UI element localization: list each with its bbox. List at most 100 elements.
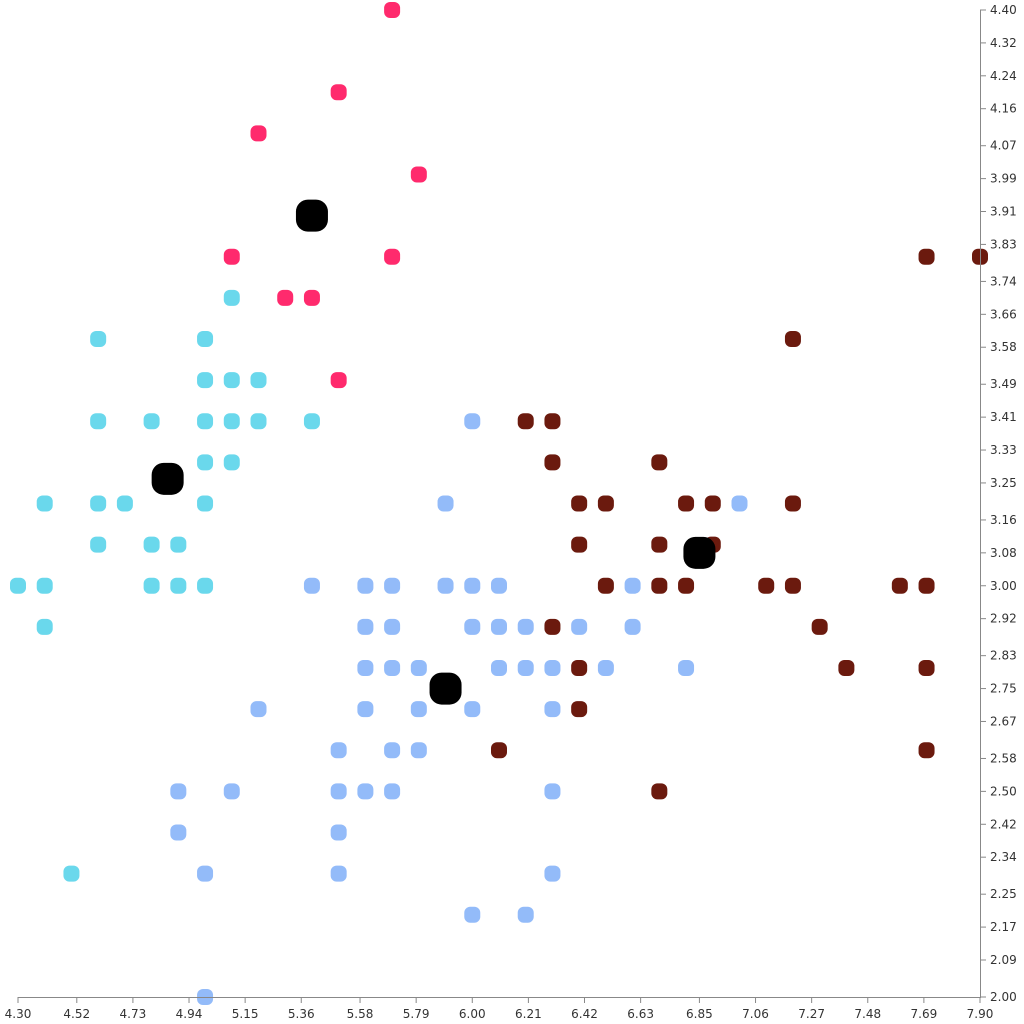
data-point-series-2 [197,495,214,512]
data-point-series-1 [277,289,294,306]
data-point-series-3 [330,783,347,800]
data-point-series-3 [170,824,187,841]
data-point-series-2 [197,372,214,389]
data-point-series-3 [678,660,695,676]
y-tick-label: 3.49 [990,377,1017,391]
data-point-series-4 [811,618,828,635]
data-point-series-2 [10,577,26,594]
data-point-series-2 [63,865,80,882]
data-point-series-3 [491,660,507,676]
y-tick-label: 2.75 [990,682,1017,696]
data-point-series-1 [223,248,240,265]
data-point-series-3 [597,660,614,676]
data-point-series-2 [116,495,133,512]
data-point-series-3 [624,577,641,594]
data-point-series-3 [517,660,534,676]
centroid-point [429,672,462,705]
data-point-series-3 [384,660,401,676]
centroid-point [151,462,184,495]
data-point-series-4 [491,742,507,759]
data-point-series-3 [223,783,240,800]
data-point-series-4 [758,577,775,594]
data-point-series-2 [90,331,107,347]
data-points [10,2,988,1005]
data-point-series-3 [357,618,374,635]
data-point-series-1 [384,248,401,265]
data-point-series-1 [410,166,427,183]
y-tick-label: 3.00 [990,579,1017,593]
y-tick-label: 3.16 [990,513,1017,527]
y-tick-label: 2.00 [990,990,1017,1004]
data-point-series-2 [223,289,240,306]
y-tick-label: 2.83 [990,649,1017,663]
data-point-series-4 [651,536,668,553]
data-point-series-2 [90,495,107,512]
x-tick-label: 6.00 [459,1007,486,1021]
y-tick-label: 2.42 [990,817,1017,831]
y-tick-label: 4.16 [990,102,1017,116]
data-point-series-3 [464,906,481,923]
x-tick-label: 6.85 [686,1007,713,1021]
x-tick-label: 5.58 [347,1007,374,1021]
data-point-series-2 [197,454,214,471]
data-point-series-4 [651,783,668,800]
data-point-series-3 [250,701,267,718]
data-point-series-2 [90,536,107,553]
data-point-series-3 [384,577,401,594]
data-point-series-3 [464,701,481,718]
data-point-series-3 [330,742,347,759]
data-point-series-3 [410,660,427,676]
data-point-series-2 [170,536,187,553]
data-point-series-3 [357,701,374,718]
data-point-series-4 [918,248,935,265]
x-tick-label: 4.52 [63,1007,90,1021]
data-point-series-1 [250,125,267,142]
y-tick-label: 2.58 [990,751,1017,765]
data-point-series-2 [143,413,160,430]
data-point-series-4 [678,577,695,594]
data-point-series-3 [410,701,427,718]
data-point-series-4 [918,742,935,759]
data-point-series-2 [90,413,107,430]
data-point-series-4 [678,495,695,512]
x-tick-label: 7.90 [967,1007,994,1021]
data-point-series-4 [571,495,588,512]
y-tick-label: 4.24 [990,69,1017,83]
data-point-series-3 [517,618,534,635]
data-point-series-3 [330,865,347,882]
y-tick-label: 3.08 [990,546,1017,560]
x-tick-label: 5.79 [403,1007,430,1021]
data-point-series-4 [517,413,534,430]
data-point-series-4 [918,577,935,594]
x-tick-label: 5.36 [288,1007,315,1021]
y-tick-label: 3.33 [990,443,1017,457]
x-tick-label: 6.21 [515,1007,542,1021]
y-tick-label: 2.92 [990,612,1017,626]
data-point-series-2 [197,413,214,430]
x-tick-label: 4.94 [176,1007,203,1021]
data-point-series-2 [223,413,240,430]
data-point-series-2 [250,413,267,430]
data-point-series-2 [197,331,214,347]
data-point-series-3 [170,783,187,800]
data-point-series-4 [544,454,561,471]
y-tick-label: 2.09 [990,953,1017,967]
y-tick-label: 2.50 [990,784,1017,798]
data-point-series-3 [464,577,481,594]
x-tick-label: 5.15 [232,1007,259,1021]
data-point-series-4 [571,536,588,553]
y-tick-label: 2.17 [990,920,1017,934]
data-point-series-3 [464,618,481,635]
data-point-series-3 [437,577,454,594]
data-point-series-3 [437,495,454,512]
data-point-series-2 [143,577,160,594]
data-point-series-4 [891,577,908,594]
y-tick-label: 2.34 [990,850,1017,864]
data-point-series-4 [651,577,668,594]
data-point-series-2 [143,536,160,553]
data-point-series-2 [303,413,320,430]
x-tick-label: 6.63 [627,1007,654,1021]
data-point-series-4 [918,660,935,676]
data-point-series-3 [303,577,320,594]
data-point-series-3 [544,783,561,800]
